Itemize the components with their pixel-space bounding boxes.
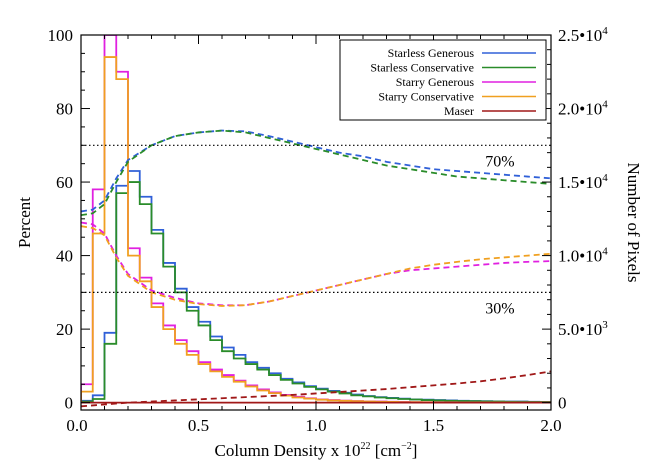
y-axis-title: Percent (15, 197, 34, 248)
y-tick-label: 100 (48, 26, 74, 45)
x-tick-label: 0.5 (188, 416, 209, 435)
y-tick-label: 0 (65, 394, 74, 413)
reference-label-70: 70% (485, 153, 514, 170)
legend-label-starry-conservative: Starry Conservative (378, 90, 474, 104)
y2-tick-label: 1.0•104 (558, 246, 608, 266)
y-tick-label: 80 (56, 100, 73, 119)
reference-label-30: 30% (485, 300, 514, 317)
cumulative-starless-generous (81, 129, 551, 213)
y-tick-label: 20 (56, 320, 73, 339)
cumulative-starry-conservative (81, 225, 551, 307)
cumulative-starless-conservative (81, 129, 551, 217)
axes: 0.0 0.5 1.0 1.5 2.0 0 20 40 60 80 100 0 5.0•103 1.0•1… (48, 25, 609, 435)
legend-label-starry-generous: Starry Generous (396, 75, 475, 89)
y2-axis-title: Number of Pixels (624, 163, 643, 283)
y2-tick-label: 1.5•104 (558, 172, 608, 192)
legend-label-starless-generous: Starless Generous (388, 46, 475, 60)
y2-tick-label: 0 (558, 394, 567, 413)
y2-tick-label: 2.5•104 (558, 25, 608, 45)
x-tick-label: 0.0 (66, 416, 87, 435)
y-tick-label: 60 (56, 173, 73, 192)
cumulative-maser (81, 370, 551, 408)
legend-box (339, 39, 547, 121)
x-tick-label: 1.5 (423, 416, 444, 435)
legend-label-starless-conservative: Starless Conservative (370, 61, 474, 75)
cumulative-starry-generous (81, 221, 551, 307)
y-tick-label: 40 (56, 247, 73, 266)
y2-tick-label: 5.0•103 (558, 319, 608, 339)
reference-lines: 70% 30% (81, 144, 551, 317)
x-axis-title: Column Density x 1022 [cm−2] (215, 441, 418, 460)
y2-tick-label: 2.0•104 (558, 99, 608, 119)
x-tick-label: 2.0 (540, 416, 561, 435)
legend-label-maser: Maser (444, 104, 474, 118)
x-tick-label: 1.0 (305, 416, 326, 435)
histogram-starless-conservative (81, 181, 551, 403)
